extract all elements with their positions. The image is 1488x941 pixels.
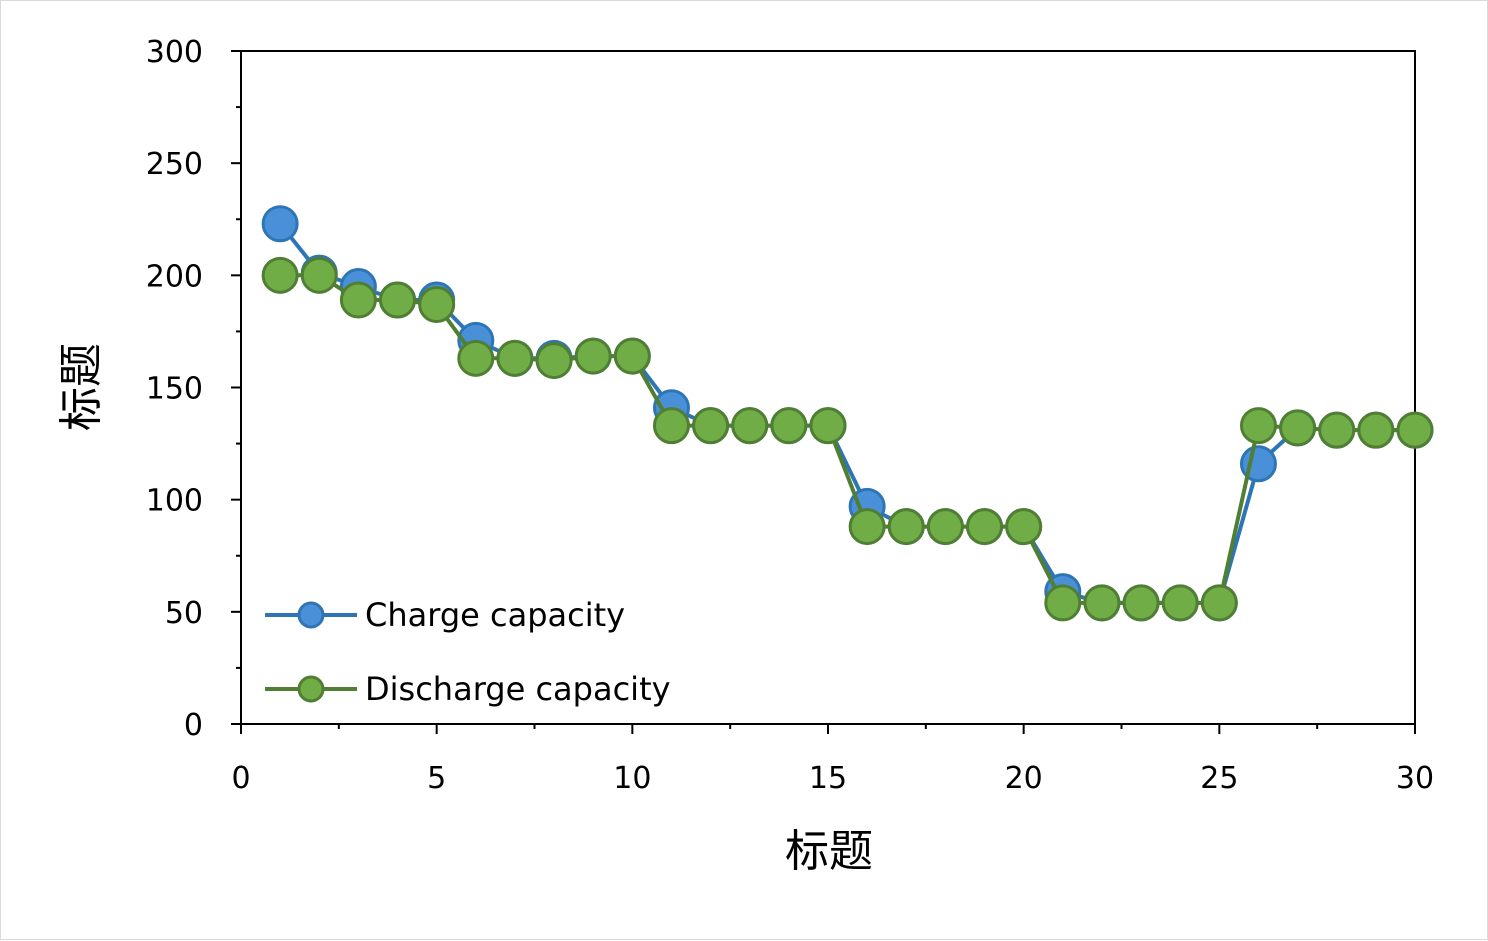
- data-point: [535, 342, 573, 380]
- data-point: [613, 337, 651, 375]
- data-point: [300, 256, 338, 294]
- data-point: [339, 281, 377, 319]
- data-point: [574, 337, 612, 375]
- x-tick-label: 25: [1200, 761, 1238, 796]
- data-point: [1200, 584, 1238, 622]
- data-point: [261, 205, 299, 243]
- x-tick-label: 0: [231, 761, 250, 796]
- data-point: [809, 407, 847, 445]
- data-point: [379, 281, 417, 319]
- legend-label: Discharge capacity: [365, 670, 671, 708]
- data-point: [418, 285, 456, 323]
- x-axis-ticks: 0 5 10 15 20 25 30: [231, 724, 1434, 796]
- data-point: [966, 508, 1004, 546]
- data-point: [1161, 584, 1199, 622]
- y-tick-label: 50: [165, 596, 203, 631]
- y-tick-label: 0: [184, 708, 203, 743]
- x-tick-label: 30: [1396, 761, 1434, 796]
- data-point: [1279, 409, 1317, 447]
- data-point: [1122, 584, 1160, 622]
- y-tick-label: 100: [146, 484, 203, 519]
- series-line: [280, 273, 1415, 605]
- data-point: [261, 256, 299, 294]
- series-layer: [261, 205, 1434, 622]
- data-point: [1357, 411, 1395, 449]
- y-tick-label: 200: [146, 259, 203, 294]
- data-point: [1318, 411, 1356, 449]
- data-point: [926, 508, 964, 546]
- y-tick-label: 250: [146, 147, 203, 182]
- data-point: [1083, 584, 1121, 622]
- legend-item: Charge capacity: [265, 596, 625, 634]
- data-point: [848, 508, 886, 546]
- x-tick-label: 20: [1005, 761, 1043, 796]
- x-tick-label: 15: [809, 761, 847, 796]
- legend-marker: [297, 601, 325, 629]
- y-axis-ticks: 0 50 100 150 200 250 300: [146, 35, 241, 743]
- data-point: [692, 407, 730, 445]
- data-point: [1005, 508, 1043, 546]
- data-point: [652, 407, 690, 445]
- y-tick-label: 150: [146, 372, 203, 407]
- legend: Charge capacity Discharge capacity: [265, 596, 671, 708]
- data-point: [770, 407, 808, 445]
- x-tick-label: 5: [427, 761, 446, 796]
- data-point: [1044, 584, 1082, 622]
- data-point: [496, 339, 534, 377]
- data-point: [457, 339, 495, 377]
- data-point: [1239, 407, 1277, 445]
- data-point: [731, 407, 769, 445]
- series-discharge: [261, 256, 1434, 622]
- legend-item: Discharge capacity: [265, 670, 671, 708]
- data-point: [1396, 411, 1434, 449]
- legend-marker: [297, 675, 325, 703]
- data-point: [887, 508, 925, 546]
- x-tick-label: 10: [613, 761, 651, 796]
- y-axis-title: 标题: [56, 343, 107, 431]
- y-tick-label: 300: [146, 35, 203, 70]
- legend-label: Charge capacity: [365, 596, 625, 634]
- x-axis-title: 标题: [785, 826, 873, 877]
